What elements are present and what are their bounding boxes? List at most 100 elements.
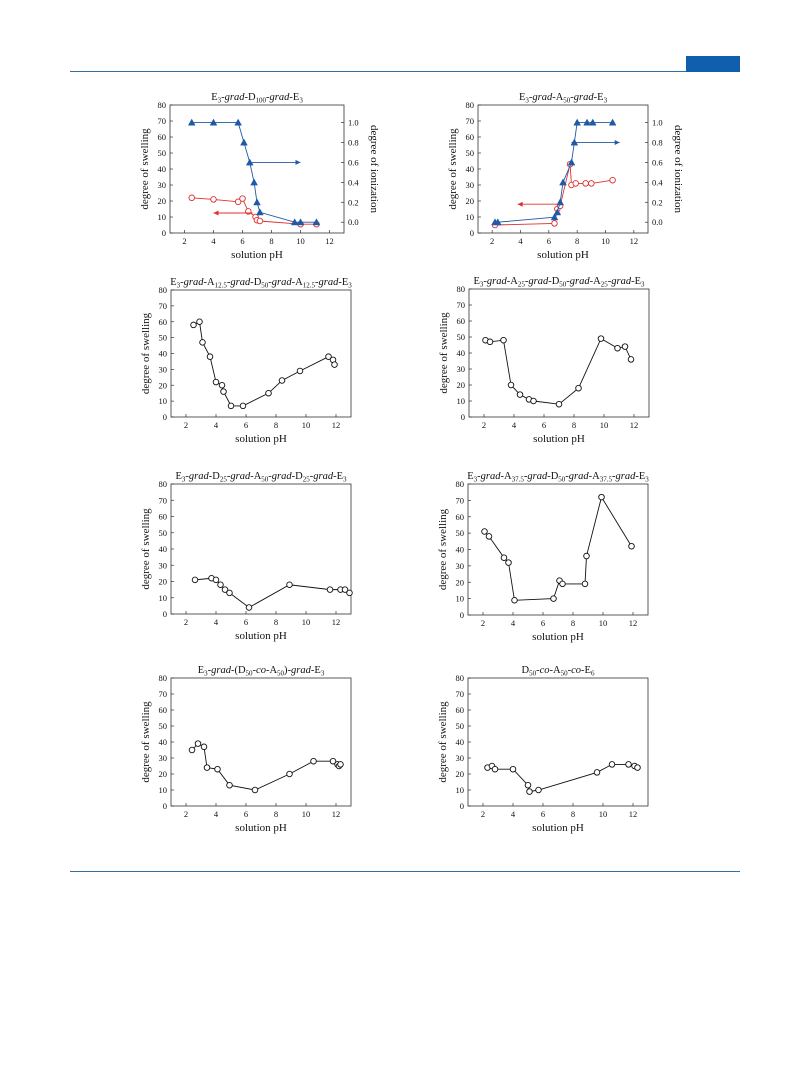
y-tick-label: 0 [460, 610, 464, 620]
y-tick-label: 80 [456, 479, 465, 489]
y-tick-label: 40 [456, 545, 465, 555]
data-point [286, 770, 293, 778]
y-tick-label: 20 [159, 769, 168, 779]
y-tick-label: 50 [158, 148, 167, 158]
data-point [621, 343, 629, 350]
data-point [556, 198, 564, 206]
data-point [337, 761, 344, 768]
data-point [234, 198, 242, 206]
data-point [559, 178, 567, 186]
data-point [614, 344, 621, 352]
chart-panel-6: 2 4 6 8 10 12 0 10 20 30 40 50 60 70 80 solution pH degr… [437, 471, 649, 643]
data-point [214, 765, 221, 773]
y2-tick-label: 0.8 [652, 137, 663, 147]
x-axis-label: solution pH [235, 630, 287, 642]
y2-axis-label: degree of ionization [368, 125, 380, 213]
data-point [625, 761, 632, 768]
chart-panel-1: 2 4 6 8 10 12 0 10 20 30 40 50 60 70 80 0.0 0.2 0.4 0.6 0.8… [139, 92, 380, 261]
x-axis-label: solution pH [235, 822, 287, 834]
x-tick-label: 8 [571, 809, 575, 819]
y-axis-label: degree of swelling [140, 701, 152, 783]
data-point [598, 493, 605, 501]
x-tick-label: 8 [571, 618, 575, 628]
plot-frame [467, 677, 649, 807]
x-axis-label: solution pH [231, 249, 283, 261]
x-tick-label: 12 [630, 236, 639, 246]
y2-tick-label: 0.6 [652, 157, 663, 167]
series-line-1 [485, 337, 632, 405]
y-tick-label: 50 [457, 332, 466, 342]
y2-tick-label: 0.2 [348, 197, 359, 207]
data-point [526, 788, 533, 795]
x-tick-label: 12 [332, 420, 341, 430]
data-point [240, 138, 248, 146]
data-point [221, 586, 229, 593]
data-point [218, 382, 226, 389]
data-point [346, 589, 353, 597]
y-tick-label: 60 [456, 512, 465, 522]
header-rule [70, 71, 740, 72]
y2-tick-label: 0.4 [348, 177, 359, 187]
x-tick-label: 10 [601, 236, 610, 246]
data-point [609, 176, 616, 184]
x-tick-label: 10 [302, 617, 311, 627]
y-tick-label: 70 [456, 495, 465, 505]
x-tick-label: 8 [274, 420, 278, 430]
x-tick-label: 2 [490, 236, 494, 246]
chart-title: E3​-grad-D25​-grad-A50​-grad-D25​-grad-E… [176, 471, 348, 484]
data-point [227, 402, 235, 410]
data-point [516, 391, 524, 398]
x-axis-label: solution pH [532, 631, 584, 643]
data-point [581, 580, 589, 588]
y-tick-label: 20 [456, 577, 465, 587]
y-tick-label: 80 [457, 284, 466, 294]
data-point [188, 194, 195, 202]
data-point [194, 740, 202, 747]
y-tick-label: 30 [159, 753, 168, 763]
y-tick-label: 70 [159, 689, 168, 699]
x-tick-label: 6 [541, 618, 545, 628]
y2-tick-label: 0.4 [652, 177, 663, 187]
y-tick-label: 40 [159, 544, 168, 554]
chart-title: E3​-grad-A12.5​-grad-D50​-grad-A12.5​-gr… [170, 277, 352, 290]
data-point [239, 195, 246, 202]
data-point [627, 356, 635, 363]
data-point [341, 586, 349, 593]
y-tick-label: 80 [158, 100, 167, 110]
y2-tick-label: 0.0 [652, 217, 663, 227]
x-tick-label: 6 [244, 809, 248, 819]
y-tick-label: 10 [456, 785, 465, 795]
y-tick-label: 50 [466, 148, 475, 158]
x-tick-label: 2 [481, 809, 485, 819]
y-tick-label: 20 [456, 769, 465, 779]
plot-frame [477, 104, 649, 234]
chart-panel-4: 2 4 6 8 10 12 0 10 20 30 40 50 60 70 80 solution pH degr… [438, 276, 650, 445]
data-point [550, 595, 557, 602]
x-tick-label: 10 [302, 809, 311, 819]
y-axis-label: degree of swelling [140, 508, 152, 590]
data-point [212, 378, 220, 386]
data-point [573, 118, 581, 126]
y-tick-label: 20 [457, 380, 466, 390]
data-point [500, 554, 508, 561]
data-point [485, 533, 493, 540]
y-tick-label: 70 [466, 116, 475, 126]
data-point [628, 542, 635, 550]
data-point [325, 353, 332, 360]
data-point [256, 208, 264, 216]
data-point [553, 208, 562, 216]
y-tick-label: 80 [159, 285, 168, 295]
y-tick-label: 60 [466, 132, 475, 142]
x-tick-label: 4 [511, 618, 516, 628]
y-tick-label: 0 [163, 801, 167, 811]
x-tick-label: 12 [332, 617, 341, 627]
x-tick-label: 6 [244, 420, 248, 430]
data-point [326, 586, 334, 593]
x-tick-label: 12 [325, 236, 334, 246]
x-tick-label: 10 [600, 420, 609, 430]
data-point [608, 761, 616, 768]
data-point [191, 576, 199, 584]
y-tick-label: 70 [159, 495, 168, 505]
chart-panel-2: 2 4 6 8 10 12 0 10 20 30 40 50 60 70 80 0.0 0.2 0.4 0.6 0.8… [447, 92, 684, 261]
data-point [250, 178, 258, 186]
